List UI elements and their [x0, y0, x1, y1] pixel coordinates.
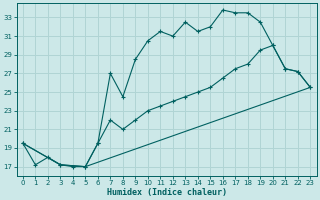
X-axis label: Humidex (Indice chaleur): Humidex (Indice chaleur): [107, 188, 227, 197]
